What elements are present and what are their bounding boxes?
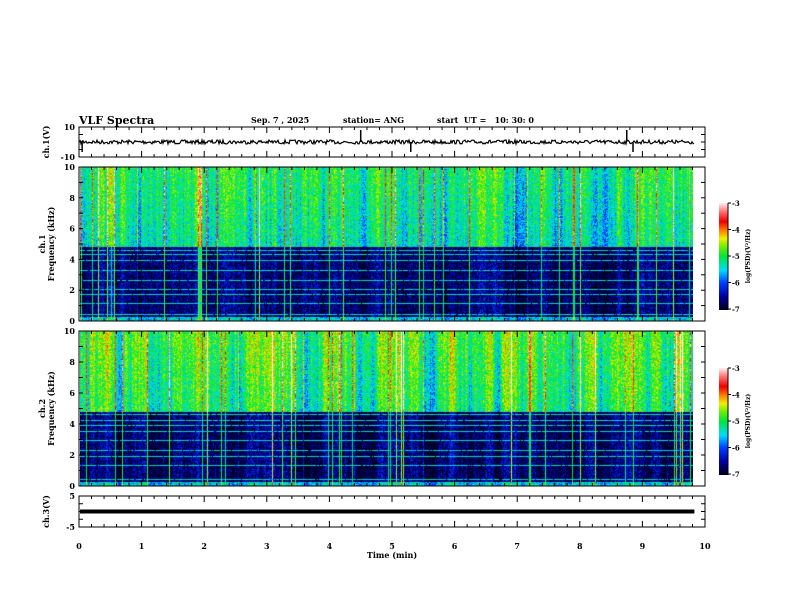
ch2-spectrogram-ytick-label: 2 [69,450,75,460]
ch1-spectrogram-ytick-label: 6 [69,224,75,234]
ch2-colorbar [719,368,728,475]
ch1-spectrogram-frame [78,166,706,322]
station-label: station= ANG [343,115,404,125]
x-tick-label: 8 [577,541,583,551]
ch1-spectrogram-colorbar-tick-label: -6 [732,279,740,288]
x-axis-label: Time (min) [367,550,417,560]
ch3-waveform-ytick-label: -5 [66,522,75,532]
ch1-trace [79,137,695,147]
ch1-spectrogram-ytick-label: 8 [69,193,75,203]
ch1-colorbar [719,203,728,310]
ch2-spectrogram-ytick-label: 6 [69,388,75,398]
ch1-spectrogram-ytick-label: 0 [69,316,75,326]
x-tick-label: 10 [699,541,711,551]
x-tick-label: 0 [76,541,82,551]
ch1-spectrogram-colorbar-label: log(PSD)(V²/Hz) [745,229,752,284]
x-tick-label: 3 [264,541,270,551]
ch1-waveform-ylabel: ch.1(V) [41,125,51,158]
ch2-spectrogram-ytick-label: 8 [69,357,75,367]
ch2-spectrogram-ylabel: ch.2 [37,399,47,418]
ch2-spectrogram-colorbar-tick-label: -4 [732,391,740,400]
ch1-spectrogram-ytick-label: 2 [69,285,75,295]
ch1-spectrogram-colorbar-tick-label: -3 [732,199,740,208]
ch3-waveform-ytick-label: 5 [69,491,75,501]
figure-title: VLF Spectra [78,114,154,127]
start-time-label: start UT = 10: 30: 0 [437,115,534,125]
ch1-spectrogram-colorbar-tick-label: -4 [732,226,740,235]
x-tick-label: 2 [201,541,207,551]
x-tick-label: 1 [139,541,145,551]
ch2-spectrogram-colorbar-tick-label: -6 [732,444,740,453]
ch2-spectrogram-ylabel: Frequency (kHz) [46,371,56,446]
ch1-spectrogram-colorbar-tick-label: -5 [732,252,740,261]
ch2-spectrogram-ytick-label: 4 [69,419,75,429]
ch2-spectrogram-colorbar-tick-label: -7 [732,470,740,479]
ch3-waveform-ylabel: ch.3(V) [41,495,51,528]
x-tick-label: 5 [389,541,395,551]
ch2-spectrogram-colorbar-tick-label: -5 [732,417,740,426]
date-label: Sep. 7 , 2025 [251,115,309,125]
x-tick-label: 9 [640,541,646,551]
ch2-spectrogram-image [80,331,693,486]
ch1-waveform-ytick-label: -10 [61,152,76,162]
x-tick-label: 6 [452,541,458,551]
ch2-spectrogram-ytick-label: 10 [64,326,76,336]
ch2-spectrogram-colorbar-tick-label: -3 [732,364,740,373]
ch1-spectrogram-ytick-label: 4 [69,254,75,264]
ch1-spectrogram-ytick-label: 10 [64,162,76,172]
ch2-spectrogram-colorbar-label: log(PSD)(V²/Hz) [745,394,752,449]
ch1-spectrogram-ylabel: ch.1 [37,234,47,253]
x-tick-label: 7 [514,541,520,551]
x-tick-label: 4 [327,541,333,551]
ch1-spectrogram-ylabel: Frequency (kHz) [46,206,56,281]
ch1-spectrogram-image [80,167,693,321]
ch2-spectrogram-ytick-label: 0 [69,481,75,491]
ch1-spectrogram-colorbar-tick-label: -7 [732,305,740,314]
ch2-spectrogram-frame [78,330,706,487]
ch1-waveform-ytick-label: 10 [64,122,76,132]
